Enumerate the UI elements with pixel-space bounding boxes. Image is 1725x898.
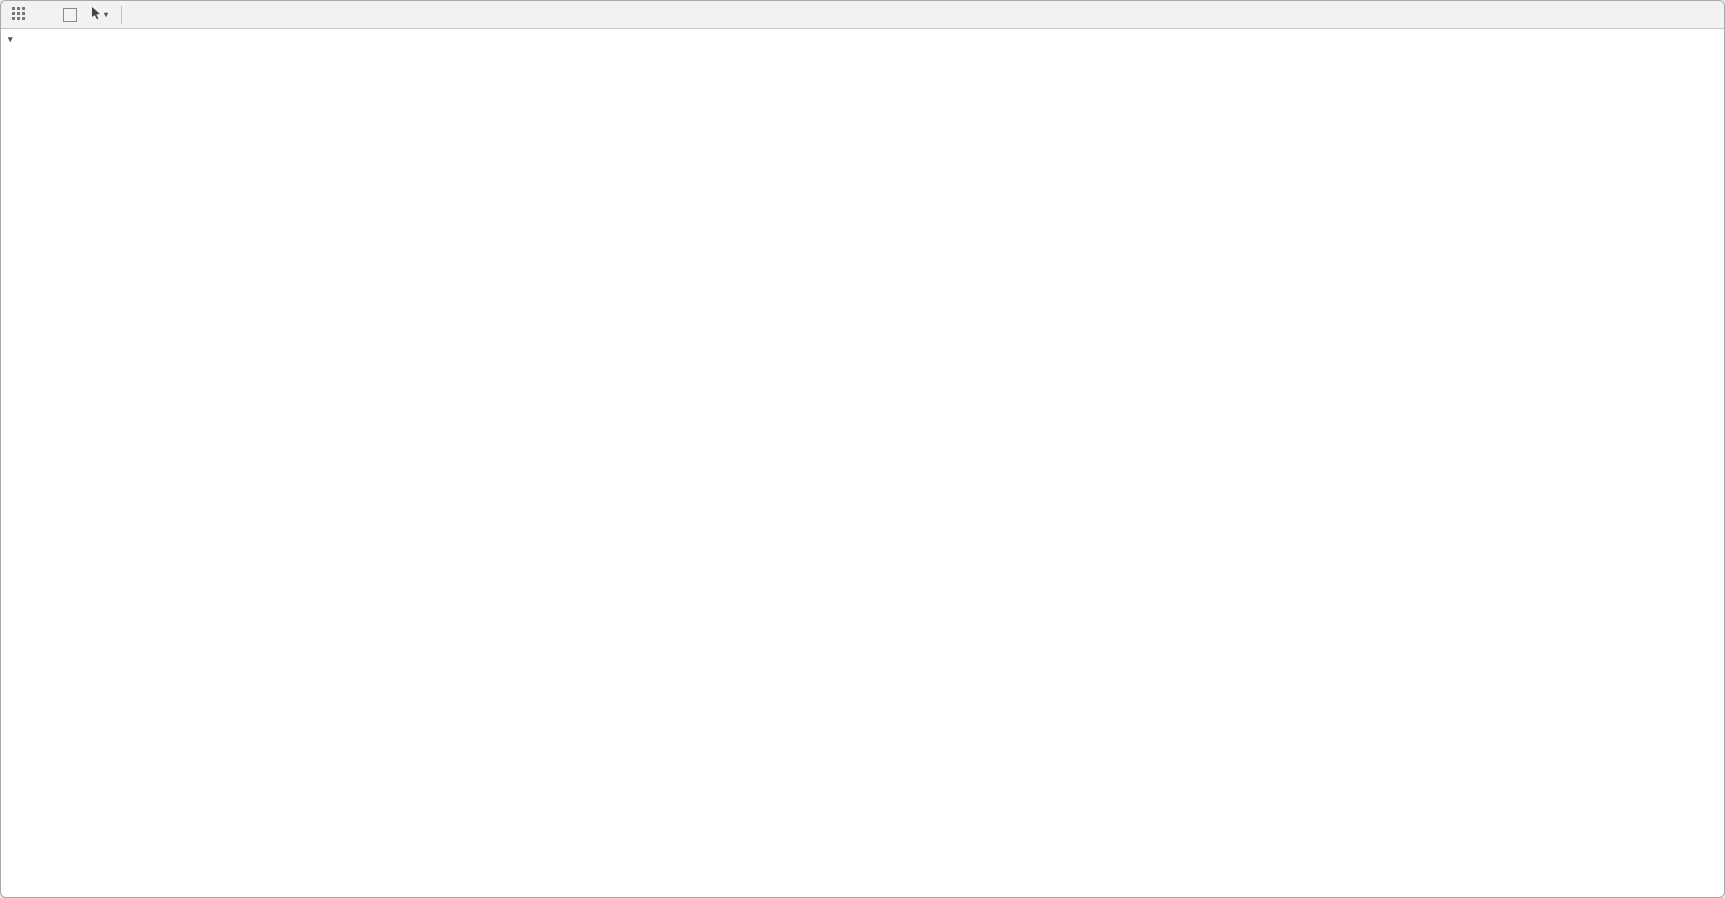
toolbar-separator <box>121 5 123 24</box>
text-tool-button[interactable] <box>34 4 54 25</box>
symbol-collapse-icon[interactable]: ▾ <box>8 34 13 44</box>
cursor-arrow-icon <box>90 6 102 23</box>
label-tool-button[interactable] <box>59 4 81 25</box>
drag-handle-grid-icon <box>12 6 25 23</box>
text-label-tool-icon <box>63 7 77 22</box>
drag-handle-button[interactable] <box>8 4 29 25</box>
cursor-tool-button[interactable]: ▾ <box>86 4 112 25</box>
chevron-down-icon: ▾ <box>104 10 109 19</box>
chart-title: ▾ <box>8 34 23 45</box>
chart-toolbar: ▾ <box>1 1 1724 29</box>
